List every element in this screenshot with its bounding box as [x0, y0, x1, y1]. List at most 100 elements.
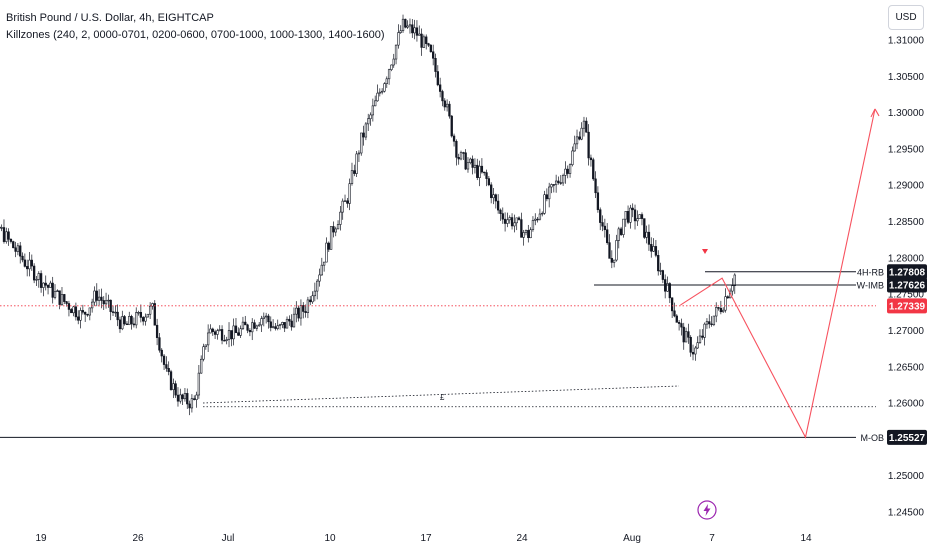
candle-body [297, 307, 300, 319]
candle-body [661, 270, 665, 280]
candle-body [464, 152, 467, 170]
x-axis[interactable]: 19 26 Jul 10 17 24 Aug 7 14 [35, 533, 812, 544]
candle-body [364, 123, 368, 138]
candle-body [348, 183, 351, 204]
y-tick-label: 1.29000 [888, 181, 925, 192]
x-tick-label: 19 [35, 533, 47, 544]
candle-body [638, 214, 641, 219]
candle-body [5, 231, 8, 242]
candle-body [573, 143, 576, 152]
candle-body [369, 114, 372, 120]
lightning-icon[interactable] [697, 500, 717, 520]
candle-body [559, 182, 562, 184]
candle-body [318, 274, 321, 282]
candle-body [722, 309, 725, 313]
x-tick-label: 7 [709, 533, 715, 544]
candle-body [234, 325, 238, 334]
candle-body [703, 323, 706, 338]
candle-body [538, 213, 542, 220]
candle-body [79, 310, 82, 321]
signal-marker [702, 249, 708, 254]
candle-body [719, 307, 723, 313]
x-tick-label: 24 [516, 533, 528, 544]
candle-body [142, 317, 145, 322]
candle-body [292, 313, 296, 328]
candle-body [473, 164, 477, 168]
candle-body [724, 296, 727, 311]
candle-body [95, 290, 98, 301]
candle-body [425, 36, 428, 44]
candle-body [420, 33, 423, 48]
candle-body [485, 172, 488, 179]
candle-body [434, 57, 437, 72]
candle-body [527, 230, 530, 239]
candle-body [104, 300, 108, 305]
candle-body [680, 323, 683, 328]
candle-body [355, 153, 358, 174]
candle-body [652, 246, 655, 252]
candle-body [118, 319, 122, 330]
candle-body [211, 328, 214, 332]
candle-body [494, 194, 497, 202]
candle-body [353, 170, 356, 174]
candle-body [19, 245, 22, 257]
candle-body [422, 36, 426, 48]
candle-body [636, 218, 639, 222]
candle-body [717, 307, 720, 309]
candle-body [524, 230, 528, 233]
candle-body [508, 217, 511, 221]
candle-body [121, 316, 124, 330]
candle-body [325, 242, 328, 263]
candle-body [246, 324, 249, 331]
candle-body [429, 44, 433, 53]
candle-body [162, 355, 166, 365]
projection-path [680, 108, 880, 439]
candle-body [227, 330, 231, 340]
candle-body [306, 299, 310, 313]
price-label-name: W-IMB [857, 280, 884, 290]
candle-body [102, 300, 105, 305]
candle-body [666, 283, 669, 292]
candle-body [195, 394, 198, 400]
candle-body [311, 295, 314, 303]
candle-body [501, 213, 504, 220]
candle-body [320, 264, 323, 276]
candle-body [230, 330, 233, 340]
candle-body [550, 184, 553, 188]
candle-body [452, 135, 456, 142]
candle-body [415, 27, 419, 36]
candle-body [592, 159, 595, 180]
candle-body [552, 184, 555, 186]
candle-body [23, 259, 27, 267]
candle-body [267, 315, 270, 323]
candle-body [367, 118, 370, 125]
y-tick-label: 1.27500 [888, 290, 925, 301]
candle-body [206, 332, 210, 346]
candle-body [617, 228, 620, 241]
candle-body [360, 132, 363, 154]
candle-body [568, 164, 572, 174]
candle-body [490, 184, 493, 199]
candle-body [645, 231, 648, 238]
candle-body [362, 132, 365, 138]
candle-body [543, 194, 546, 214]
currency-button[interactable]: USD [888, 5, 924, 30]
candle-body [624, 211, 627, 220]
candle-body [492, 194, 495, 199]
candle-body [299, 305, 303, 319]
candle-body [218, 329, 221, 331]
price-label-badge [887, 264, 927, 280]
candle-body [35, 279, 38, 281]
candle-body [575, 136, 579, 145]
candle-body [708, 321, 711, 325]
indicator-legend[interactable]: Killzones (240, 2, 0000-0701, 0200-0600,… [6, 29, 385, 41]
candle-body [276, 325, 279, 329]
chart-title: British Pound / U.S. Dollar, 4h, EIGHTCA… [6, 12, 214, 24]
candle-body [158, 337, 161, 351]
candle-body [0, 227, 3, 229]
candle-body [93, 290, 96, 303]
candle-body [387, 69, 391, 80]
candle-body [726, 296, 729, 299]
candle-body [86, 313, 89, 316]
